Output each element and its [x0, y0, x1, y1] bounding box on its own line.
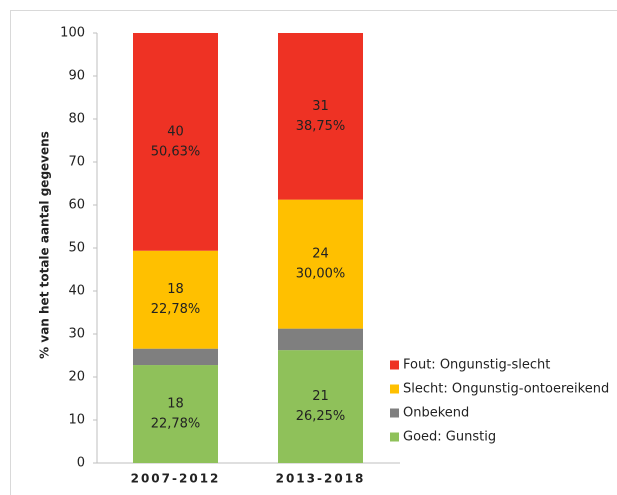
- x-tick-label: 2007-2012: [131, 472, 221, 486]
- value-label: 22,78%: [151, 417, 201, 432]
- bar-segment: [278, 350, 363, 463]
- bar-segment: [133, 348, 218, 366]
- legend-swatch: [390, 384, 399, 394]
- chart-border: [10, 10, 617, 495]
- legend-swatch: [390, 432, 399, 442]
- y-tick-label: 30: [68, 327, 85, 342]
- value-label: 26,25%: [296, 409, 346, 424]
- y-tick-label: 20: [68, 370, 85, 385]
- count-label: 21: [312, 389, 329, 404]
- bar-segment: [278, 33, 363, 200]
- bar-segment: [133, 33, 218, 251]
- y-axis-label: % van het totale aantal gegevens: [38, 131, 52, 359]
- bar-segment: [133, 365, 218, 463]
- y-tick-label: 40: [68, 284, 85, 299]
- bar-segment: [278, 328, 363, 351]
- count-label: 18: [167, 397, 184, 412]
- bar-segment: [278, 199, 363, 329]
- value-label: 30,00%: [296, 267, 346, 282]
- value-label: 22,78%: [151, 302, 201, 317]
- y-tick-label: 50: [68, 241, 85, 256]
- count-label: 40: [167, 124, 184, 139]
- y-tick-label: 10: [68, 413, 85, 428]
- count-label: 18: [167, 282, 184, 297]
- y-tick-label: 100: [60, 26, 85, 41]
- value-label: 38,75%: [296, 119, 346, 134]
- legend-swatch: [390, 408, 399, 418]
- y-tick-label: 0: [77, 456, 85, 471]
- legend-label: Onbekend: [403, 406, 469, 421]
- y-tick-label: 70: [68, 155, 85, 170]
- y-tick-label: 90: [68, 69, 85, 84]
- count-label: 31: [312, 99, 329, 114]
- count-label: 24: [312, 247, 329, 262]
- y-tick-label: 60: [68, 198, 85, 213]
- legend-label: Goed: Gunstig: [403, 430, 496, 445]
- legend-label: Slecht: Ongunstig-ontoereikend: [403, 382, 609, 397]
- bar-segment: [133, 250, 218, 349]
- legend-label: Fout: Ongunstig-slecht: [403, 358, 550, 373]
- y-tick-label: 80: [68, 112, 85, 127]
- value-label: 50,63%: [151, 144, 201, 159]
- x-tick-label: 2013-2018: [276, 472, 366, 486]
- legend-swatch: [390, 360, 399, 370]
